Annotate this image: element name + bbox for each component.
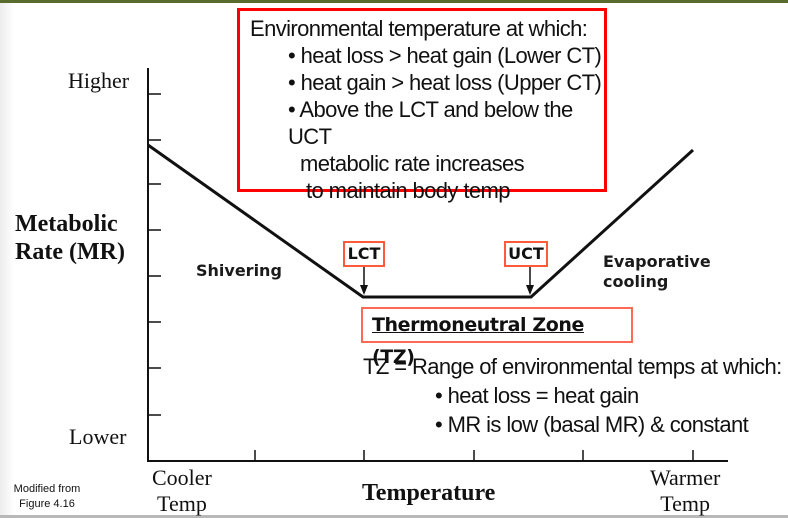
definition-bullet: • heat gain > heat loss (Upper CT) [288,70,602,95]
tz-definition-bullet: • MR is low (basal MR) & constant [435,412,749,437]
critical-temperature-definition-box: Environmental temperature at which: • he… [237,8,607,203]
x-axis-cool-line: Temp [157,491,207,516]
tz-abbrev: (TZ) [372,346,415,368]
x-axis-warm-line: Warmer [650,465,721,490]
definition-continuation: metabolic rate increases [300,151,525,176]
evaporative-line: cooling [603,272,669,291]
lct-arrow [360,267,368,295]
y-axis-title-line: Metabolic [15,211,118,237]
definition-bullet: • heat loss > heat gain (Lower CT) [288,43,602,68]
y-axis-high-label: Higher [68,68,130,93]
lct-tag: LCT [343,241,385,267]
x-axis-warm-line: Temp [660,491,711,516]
uct-tag: UCT [504,241,548,267]
shivering-label: Shivering [196,261,282,280]
slide-left-shade [0,3,14,515]
x-axis-cool-label: Cooler Temp [152,465,212,517]
metabolic-rate-curve [147,143,695,299]
slide-top-border [0,0,788,3]
definition-continuation: to maintain body temp [306,178,510,203]
credit-line: Modified from [13,483,81,495]
slide-bottom-border [0,515,788,518]
figure-credit: Modified from Figure 4.16 [12,482,82,512]
tz-title: Thermoneutral Zone [372,314,584,336]
evaporative-cooling-label: Evaporative cooling [603,252,711,292]
x-axis-ticks [254,450,694,461]
y-axis-title-line: Rate (MR) [15,239,125,265]
uct-arrow [526,267,534,295]
evaporative-line: Evaporative [603,252,711,271]
tz-definition-heading: TZ = Range of environmental temps at whi… [363,354,782,379]
y-axis-low-label: Lower [69,424,127,449]
tz-definition: TZ = Range of environmental temps at whi… [363,352,782,439]
thermoneutral-zone-box: Thermoneutral Zone (TZ) [361,307,633,368]
y-axis-ticks [148,93,161,416]
definition-heading: Environmental temperature at which: [250,16,588,41]
x-axis-warm-label: Warmer Temp [650,465,720,517]
credit-line: Figure 4.16 [19,498,75,510]
y-axis-title: Metabolic Rate (MR) [15,210,125,266]
tz-definition-bullet: • heat loss = heat gain [435,383,639,408]
definition-bullet: • Above the LCT and below the UCT [288,97,573,149]
x-axis-cool-line: Cooler [152,465,212,490]
x-axis-title: Temperature [362,480,496,506]
